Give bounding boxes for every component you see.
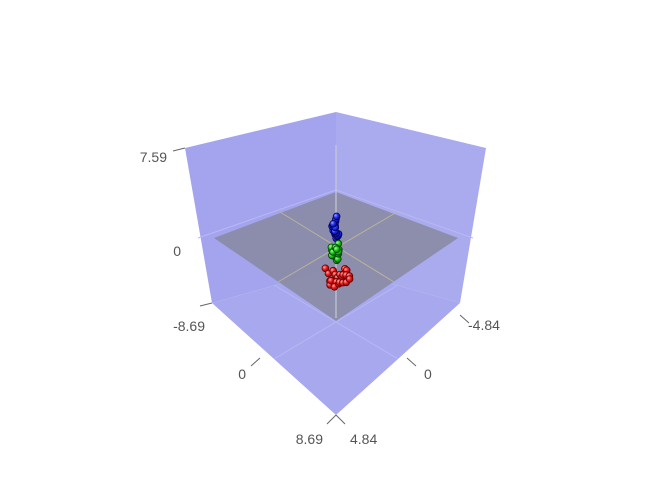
y-tick-mark [335,414,346,425]
data-point-series-1 [332,212,341,221]
x-tick-mark [250,357,261,367]
y-tick-label-zero: 0 [424,366,432,382]
floor-grid-line [273,284,399,360]
wall-grid-line [197,189,337,239]
x-tick-label-zero: 0 [238,366,246,382]
data-point-series-1 [329,220,338,228]
data-point-series-2 [332,245,341,254]
x-tick-label-max: 8.69 [296,431,323,447]
wall-grid-line [335,189,474,239]
z-tick-label-top: 7.59 [140,149,167,165]
x-tick-mark [326,414,337,425]
z-tick-mark [199,302,213,307]
data-points [321,212,354,291]
z-tick-mark [172,147,186,152]
y-tick-label-max: 4.84 [350,431,377,447]
z-tick-label-bottom: -8.69 [173,318,205,334]
floor-wall [212,268,460,415]
z-tick-label-mid: 0 [173,243,181,259]
y-tick-mark [459,314,470,324]
y-tick-label-min: -4.84 [468,317,500,333]
y-tick-mark [406,357,417,367]
data-point-series-3 [345,275,354,283]
